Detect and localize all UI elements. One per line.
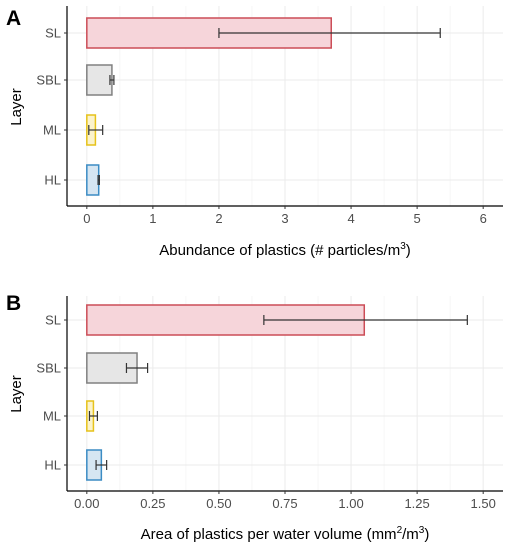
panel-b-x-axis-title: Area of plastics per water volume (mm2/m… xyxy=(141,525,430,543)
panel-b-bars xyxy=(86,304,366,481)
panel-b-x-ticks: 0.00 0.25 0.50 0.75 1.00 1.25 1.50 xyxy=(74,491,496,511)
panel-a-bars xyxy=(86,17,332,196)
panel-a-y-tick-label-sbl: SBL xyxy=(36,73,61,88)
panel-a-y-tick-label-ml: ML xyxy=(43,123,61,138)
panel-a-x-tick-label: 5 xyxy=(414,211,421,226)
panel-b-error-bars xyxy=(88,315,468,470)
panel-b-y-tick-label-sl: SL xyxy=(45,313,61,328)
panel-a-y-tick-label-hl: HL xyxy=(44,173,61,188)
panel-a-bar-sbl xyxy=(86,64,113,96)
panel-b-y-axis-title: Layer xyxy=(8,375,25,413)
panel-b-x-tick-label: 0.75 xyxy=(272,496,297,511)
panel-a-x-tick-label: 2 xyxy=(215,211,222,226)
panel-a-y-ticks: SL SBL ML HL xyxy=(36,26,67,188)
panel-b-y-tick-label-ml: ML xyxy=(43,409,61,424)
panel-a-x-tick-label: 1 xyxy=(149,211,156,226)
panel-a-error-bars xyxy=(88,28,441,185)
panel-a-y-axis-title: Layer xyxy=(8,88,25,126)
panel-a-x-ticks: 0 1 2 3 4 5 6 xyxy=(83,206,487,226)
panel-a-x-tick-label: 3 xyxy=(281,211,288,226)
panel-b-y-tick-label-hl: HL xyxy=(44,458,61,473)
panel-a-y-tick-label-sl: SL xyxy=(45,26,61,41)
panel-b-x-tick-label: 1.50 xyxy=(471,496,496,511)
panel-a-x-tick-label: 6 xyxy=(480,211,487,226)
panel-letter-a: A xyxy=(6,7,21,30)
panel-a-x-tick-label: 0 xyxy=(83,211,90,226)
panel-b-x-tick-label: 0.00 xyxy=(74,496,99,511)
panel-a-bar-hl xyxy=(86,164,100,196)
panel-b-y-tick-label-sbl: SBL xyxy=(36,361,61,376)
panel-a-x-axis-title: Abundance of plastics (# particles/m3) xyxy=(159,241,411,259)
panel-b-x-tick-label: 1.25 xyxy=(404,496,429,511)
panel-letter-b: B xyxy=(6,292,21,315)
panel-b-y-ticks: SL SBL ML HL xyxy=(36,313,67,473)
panel-b-bar-sl xyxy=(86,304,366,336)
panel-b-x-tick-label: 0.25 xyxy=(140,496,165,511)
panel-b-x-tick-label: 0.50 xyxy=(206,496,231,511)
panel-b: B SL SBL ML HL 0.00 0.25 0.50 0.75 1.00 1.25 1.50… xyxy=(6,292,503,543)
panel-a-x-tick-label: 4 xyxy=(347,211,354,226)
panel-a: A SL SBL ML HL 0 1 2 3 4 5 6 Abundance of plastic… xyxy=(6,6,503,259)
panel-b-x-tick-label: 1.00 xyxy=(338,496,363,511)
